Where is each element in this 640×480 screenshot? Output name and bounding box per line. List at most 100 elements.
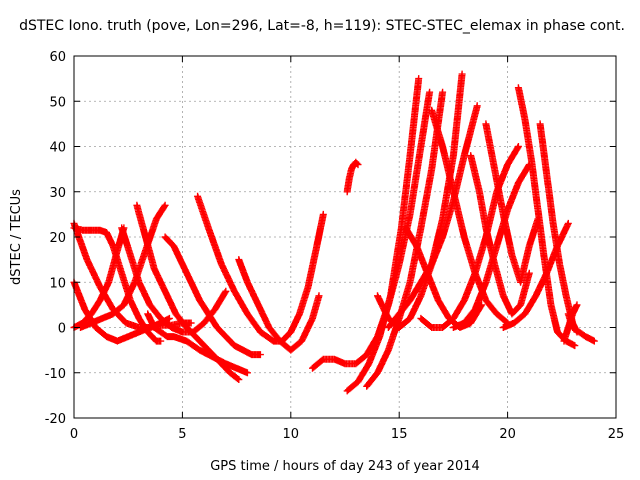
data-point <box>153 326 156 329</box>
data-point <box>246 371 249 374</box>
data-point <box>211 353 214 356</box>
data-point <box>146 313 149 315</box>
data-point <box>452 154 455 157</box>
series-arc26 <box>536 120 581 336</box>
data-point <box>175 313 177 315</box>
data-point <box>495 313 498 315</box>
y-tick-label: 10 <box>49 276 66 291</box>
data-point <box>365 353 368 356</box>
series-layer <box>70 70 598 395</box>
data-point <box>107 281 110 284</box>
data-point <box>511 254 513 256</box>
series-arc11 <box>235 256 323 354</box>
data-point <box>268 326 270 329</box>
data-point <box>420 295 422 297</box>
data-point <box>545 272 548 275</box>
x-tick-label: 20 <box>499 427 516 442</box>
data-point <box>502 326 505 329</box>
data-point <box>550 304 552 306</box>
data-point <box>517 181 520 184</box>
data-point <box>129 299 132 302</box>
data-point <box>576 304 578 306</box>
data-point <box>415 245 418 247</box>
data-point <box>198 349 201 351</box>
data-point <box>480 304 483 306</box>
data-point <box>116 340 119 342</box>
data-point <box>357 163 359 166</box>
data-point <box>170 326 173 329</box>
data-point <box>172 335 175 338</box>
data-point <box>112 308 114 311</box>
x-tick-label: 10 <box>283 427 300 442</box>
data-point <box>185 340 188 342</box>
data-point <box>224 335 227 338</box>
data-point <box>463 154 466 157</box>
data-point <box>99 229 101 232</box>
data-point <box>181 263 184 265</box>
data-point <box>417 77 420 80</box>
data-point <box>524 313 526 315</box>
data-point <box>420 317 422 320</box>
data-point <box>203 322 205 324</box>
data-point <box>389 295 392 297</box>
data-point <box>534 295 537 297</box>
data-point <box>214 308 216 311</box>
data-point <box>485 281 487 284</box>
y-tick-label: 20 <box>49 231 66 246</box>
data-point <box>99 299 101 302</box>
data-point <box>567 326 570 329</box>
data-point <box>300 340 303 342</box>
data-point <box>159 340 162 342</box>
data-point <box>441 236 444 238</box>
data-point <box>153 267 156 270</box>
data-point <box>528 272 531 275</box>
data-point <box>506 163 509 166</box>
data-point <box>430 109 433 112</box>
data-point <box>166 335 169 338</box>
data-point <box>344 362 346 365</box>
data-point <box>123 304 125 306</box>
data-point <box>168 317 171 320</box>
data-point <box>387 317 390 320</box>
y-tick-label: -20 <box>45 412 66 427</box>
data-point <box>90 229 93 232</box>
data-point <box>138 317 140 320</box>
data-point <box>322 358 325 360</box>
data-point <box>409 213 411 216</box>
data-point <box>430 263 433 265</box>
data-point <box>346 390 348 392</box>
data-point <box>259 353 262 356</box>
data-point <box>259 331 262 333</box>
ticks: 0 5 10 15 20 25 -20 -10 0 10 20 30 40 50 60 <box>45 50 625 442</box>
data-point <box>127 335 129 338</box>
data-point <box>246 281 249 284</box>
series-arc8 <box>133 201 243 383</box>
data-point <box>318 295 320 297</box>
data-point <box>556 331 559 333</box>
data-point <box>519 304 522 306</box>
y-axis-label: dSTEC / TECUs <box>9 189 24 285</box>
data-point <box>138 326 140 329</box>
data-point <box>220 362 223 365</box>
data-point <box>441 326 444 329</box>
data-point <box>90 313 93 315</box>
data-point <box>426 272 429 275</box>
data-point <box>155 340 158 342</box>
data-point <box>146 331 149 333</box>
data-point <box>474 308 476 311</box>
data-point <box>530 159 533 161</box>
data-point <box>517 86 520 89</box>
data-point <box>155 218 158 220</box>
data-point <box>242 349 244 351</box>
x-axis-label: GPS time / hours of day 243 of year 2014 <box>210 459 480 474</box>
data-point <box>316 245 318 247</box>
data-point <box>409 317 411 320</box>
data-point <box>552 222 554 225</box>
data-point <box>149 304 151 306</box>
data-point <box>185 326 188 329</box>
data-point <box>149 326 151 329</box>
data-point <box>348 177 351 179</box>
data-point <box>138 331 140 333</box>
series-arc12 <box>309 88 434 372</box>
series-arc25 <box>499 219 572 331</box>
